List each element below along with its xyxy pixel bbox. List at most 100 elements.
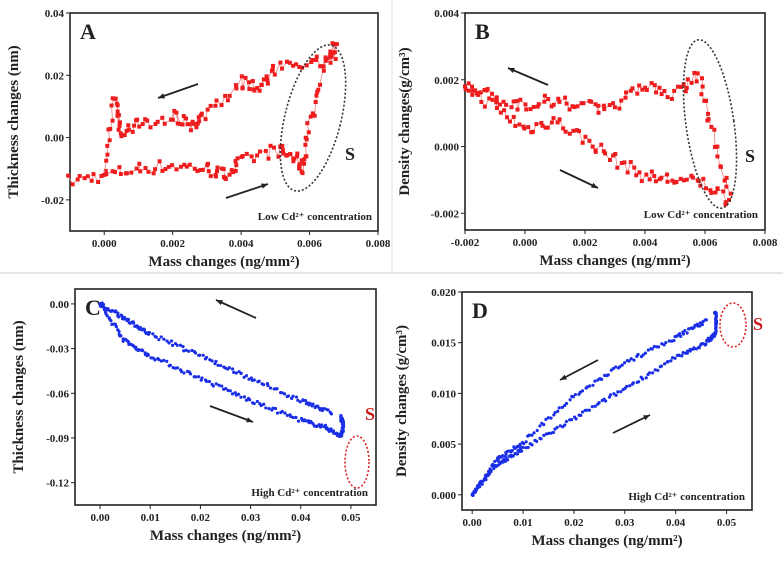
data-point xyxy=(244,374,249,378)
data-point xyxy=(603,373,607,378)
data-point xyxy=(635,354,639,358)
data-point xyxy=(314,57,319,62)
data-point xyxy=(724,175,729,180)
data-point xyxy=(247,87,252,92)
data-point xyxy=(179,164,184,169)
data-point xyxy=(294,415,298,420)
data-point xyxy=(263,148,268,153)
data-point xyxy=(119,334,123,338)
data-point xyxy=(222,365,226,369)
x-tick-label: 0.03 xyxy=(241,512,261,524)
x-tick-label: 0.05 xyxy=(717,517,737,529)
data-point xyxy=(515,107,520,112)
data-point xyxy=(639,354,644,359)
data-point xyxy=(495,458,499,462)
data-point xyxy=(230,392,235,396)
data-point xyxy=(704,186,709,191)
data-point xyxy=(564,101,569,106)
data-point xyxy=(549,104,554,109)
arrow-head-icon xyxy=(508,68,515,74)
data-point xyxy=(134,166,139,171)
data-point xyxy=(299,158,304,163)
data-point xyxy=(279,66,284,71)
data-point xyxy=(129,170,134,175)
data-point xyxy=(233,168,238,173)
data-point xyxy=(195,121,200,126)
data-point xyxy=(628,384,632,388)
y-tick-label: -0.03 xyxy=(46,344,69,356)
data-point xyxy=(514,99,519,104)
data-point xyxy=(323,423,328,427)
data-point xyxy=(660,342,664,346)
data-point xyxy=(470,88,475,93)
data-point xyxy=(297,64,302,69)
x-tick-label: 0.02 xyxy=(191,512,211,524)
data-point xyxy=(698,183,703,188)
data-point xyxy=(698,321,702,325)
data-point xyxy=(652,344,656,349)
data-point xyxy=(221,166,226,171)
data-point xyxy=(601,149,606,154)
data-point xyxy=(511,454,515,458)
data-point xyxy=(303,398,308,403)
data-point xyxy=(294,62,299,67)
data-point xyxy=(119,134,124,139)
data-point xyxy=(629,357,633,361)
data-point xyxy=(143,165,148,170)
data-point xyxy=(483,473,488,478)
direction-arrow xyxy=(209,405,254,423)
data-point xyxy=(70,182,75,187)
data-point xyxy=(77,174,82,179)
data-point xyxy=(474,91,479,96)
data-point xyxy=(567,107,572,112)
data-point xyxy=(539,437,543,441)
data-point xyxy=(153,334,157,339)
data-point xyxy=(115,109,120,114)
data-point xyxy=(295,151,300,156)
data-point xyxy=(564,419,569,424)
x-tick-label: 0.000 xyxy=(92,238,117,250)
s-region-ellipse xyxy=(279,44,347,192)
data-point xyxy=(104,172,109,177)
data-point xyxy=(463,87,468,92)
data-point xyxy=(252,401,256,406)
data-point xyxy=(234,163,239,168)
data-point xyxy=(132,123,137,128)
data-point xyxy=(470,493,474,497)
data-point xyxy=(505,115,510,120)
y-tick-label: -0.02 xyxy=(41,195,64,207)
data-point xyxy=(515,452,520,456)
data-point xyxy=(700,84,705,89)
data-point xyxy=(233,391,237,395)
data-point xyxy=(190,348,194,353)
data-point xyxy=(118,171,123,176)
data-point xyxy=(197,353,201,357)
data-point xyxy=(275,411,280,415)
data-point xyxy=(579,101,584,106)
data-point xyxy=(568,398,572,402)
data-point xyxy=(475,484,480,488)
data-point xyxy=(564,401,569,406)
data-point xyxy=(328,410,332,414)
data-point xyxy=(255,153,260,158)
data-point xyxy=(259,83,264,88)
data-point xyxy=(563,95,568,100)
data-point xyxy=(526,434,530,438)
data-point xyxy=(211,384,215,388)
data-point xyxy=(470,84,475,89)
data-point xyxy=(280,409,284,414)
data-point xyxy=(526,445,530,450)
data-point xyxy=(102,172,107,177)
data-point xyxy=(159,359,163,363)
data-point xyxy=(191,121,196,126)
data-point xyxy=(542,93,547,98)
data-point xyxy=(232,370,236,375)
data-point xyxy=(219,363,223,368)
data-point xyxy=(552,413,556,417)
data-point xyxy=(167,341,171,345)
data-point xyxy=(632,358,636,362)
direction-arrow xyxy=(559,169,599,189)
data-point xyxy=(669,359,673,363)
data-point xyxy=(249,376,253,380)
data-point xyxy=(192,166,197,171)
